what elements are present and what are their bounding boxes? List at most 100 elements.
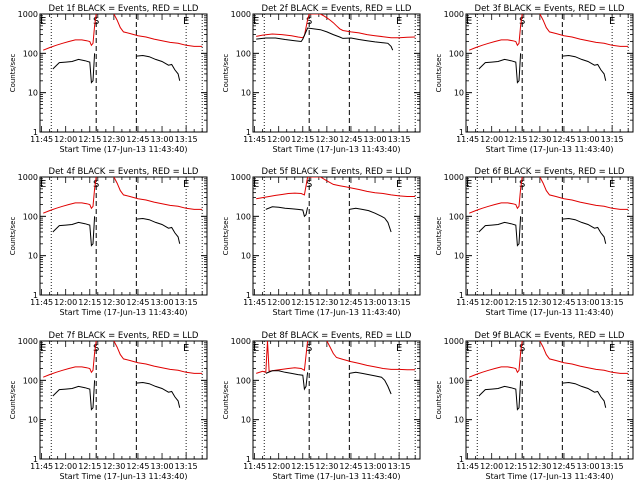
events-series-line bbox=[478, 53, 522, 84]
events-series-line bbox=[265, 206, 309, 218]
y-tick-label: 10 bbox=[241, 416, 251, 425]
x-tick-label: 11:45 bbox=[30, 298, 53, 307]
segment-marker-e: E bbox=[609, 179, 615, 190]
y-tick-label: 100 bbox=[23, 376, 38, 385]
x-tick-label: 12:15 bbox=[291, 462, 314, 471]
x-tick-label: 12:30 bbox=[528, 298, 551, 307]
events-series-line bbox=[136, 217, 181, 244]
x-axis-label: Start Time (17-Jun-13 11:43:40) bbox=[60, 308, 188, 317]
panel-title: Det 8f BLACK = Events, RED = LLD bbox=[262, 331, 412, 341]
plot-frame bbox=[252, 13, 421, 133]
y-tick-label: 100 bbox=[236, 376, 251, 385]
y-axis-label: Counts/sec bbox=[435, 54, 443, 93]
panel-det-5: Det 5f BLACK = Events, RED = LLD 1 10 100 10… bbox=[222, 167, 421, 317]
x-tick-label: 11:45 bbox=[456, 462, 479, 471]
panel-det-2: Det 2f BLACK = Events, RED = LLD 1 10 100 10… bbox=[222, 4, 421, 154]
x-tick-label: 13:00 bbox=[151, 462, 174, 471]
y-tick-label: 100 bbox=[236, 212, 251, 221]
y-tick-label: 1 bbox=[459, 128, 464, 137]
events-series-line bbox=[256, 27, 394, 51]
events-series-line bbox=[349, 207, 392, 233]
x-tick-label: 12:45 bbox=[126, 462, 149, 471]
x-tick-label: 12:45 bbox=[339, 462, 362, 471]
segment-marker-s: S bbox=[519, 179, 525, 190]
segment-marker-e: E bbox=[396, 343, 402, 354]
segment-marker-e: E bbox=[466, 16, 472, 27]
x-tick-label: 12:30 bbox=[315, 462, 338, 471]
x-tick-label: 13:15 bbox=[388, 462, 411, 471]
segment-marker-e: E bbox=[253, 179, 259, 190]
y-axis-label: Counts/sec bbox=[9, 217, 17, 256]
plot-frame bbox=[252, 340, 421, 460]
y-tick-label: 1000 bbox=[444, 10, 464, 19]
segment-marker-e: E bbox=[609, 343, 615, 354]
x-tick-label: 13:00 bbox=[364, 298, 387, 307]
x-tick-label: 12:00 bbox=[267, 298, 290, 307]
y-axis-label: Counts/sec bbox=[435, 381, 443, 420]
x-tick-label: 11:45 bbox=[243, 462, 266, 471]
y-tick-label: 100 bbox=[449, 376, 464, 385]
x-tick-label: 12:45 bbox=[552, 298, 575, 307]
plot-frame bbox=[465, 176, 634, 296]
panel-title: Det 9f BLACK = Events, RED = LLD bbox=[475, 331, 625, 341]
segment-marker-e: E bbox=[40, 343, 46, 354]
x-tick-label: 13:00 bbox=[577, 298, 600, 307]
x-axis-label: Start Time (17-Jun-13 11:43:40) bbox=[486, 472, 614, 480]
events-series-line bbox=[562, 217, 607, 244]
y-tick-label: 10 bbox=[454, 416, 464, 425]
x-tick-label: 12:00 bbox=[480, 298, 503, 307]
panel-title: Det 7f BLACK = Events, RED = LLD bbox=[49, 331, 199, 341]
x-tick-label: 12:30 bbox=[102, 462, 125, 471]
lld-series-line bbox=[256, 177, 416, 200]
x-tick-label: 13:15 bbox=[601, 135, 624, 144]
x-axis-label: Start Time (17-Jun-13 11:43:40) bbox=[273, 145, 401, 154]
panel-title: Det 6f BLACK = Events, RED = LLD bbox=[475, 167, 625, 177]
x-tick-label: 13:00 bbox=[151, 135, 174, 144]
events-series-line bbox=[478, 380, 522, 411]
x-tick-label: 12:00 bbox=[480, 135, 503, 144]
y-tick-label: 1 bbox=[33, 291, 38, 300]
plot-frame bbox=[39, 13, 208, 133]
lld-series-line bbox=[43, 177, 97, 214]
x-tick-label: 13:15 bbox=[601, 298, 624, 307]
x-tick-label: 11:45 bbox=[456, 135, 479, 144]
y-tick-label: 100 bbox=[236, 49, 251, 58]
panel-title: Det 5f BLACK = Events, RED = LLD bbox=[262, 167, 412, 177]
y-tick-label: 10 bbox=[241, 252, 251, 261]
x-tick-label: 12:00 bbox=[480, 462, 503, 471]
x-tick-label: 11:45 bbox=[456, 298, 479, 307]
panel-title: Det 2f BLACK = Events, RED = LLD bbox=[262, 4, 412, 14]
y-tick-label: 10 bbox=[454, 252, 464, 261]
y-axis-label: Counts/sec bbox=[9, 54, 17, 93]
y-tick-label: 1000 bbox=[18, 10, 38, 19]
x-tick-label: 12:45 bbox=[126, 298, 149, 307]
y-axis-label: Counts/sec bbox=[222, 217, 230, 256]
events-series-line bbox=[562, 54, 607, 81]
x-tick-label: 12:45 bbox=[552, 462, 575, 471]
y-tick-label: 10 bbox=[28, 252, 38, 261]
x-tick-label: 13:15 bbox=[601, 462, 624, 471]
x-axis-label: Start Time (17-Jun-13 11:43:40) bbox=[60, 145, 188, 154]
x-tick-label: 12:15 bbox=[504, 298, 527, 307]
lld-series-line bbox=[113, 177, 203, 210]
panel-title: Det 3f BLACK = Events, RED = LLD bbox=[475, 4, 625, 14]
lld-series-line bbox=[113, 341, 203, 374]
segment-marker-s: S bbox=[93, 179, 99, 190]
x-tick-label: 12:30 bbox=[102, 298, 125, 307]
panel-det-1: Det 1f BLACK = Events, RED = LLD 1 10 100 10… bbox=[9, 4, 208, 154]
y-tick-label: 1000 bbox=[444, 337, 464, 346]
y-tick-label: 1 bbox=[459, 455, 464, 464]
events-series-line bbox=[265, 370, 309, 391]
y-tick-label: 100 bbox=[449, 212, 464, 221]
y-axis-label: Counts/sec bbox=[222, 381, 230, 420]
y-tick-label: 1 bbox=[246, 291, 251, 300]
x-tick-label: 12:45 bbox=[552, 135, 575, 144]
y-tick-label: 10 bbox=[28, 89, 38, 98]
segment-marker-e: E bbox=[253, 343, 259, 354]
x-tick-label: 12:30 bbox=[102, 135, 125, 144]
plot-frame bbox=[465, 13, 634, 133]
x-tick-label: 12:15 bbox=[504, 462, 527, 471]
y-tick-label: 1000 bbox=[18, 173, 38, 182]
